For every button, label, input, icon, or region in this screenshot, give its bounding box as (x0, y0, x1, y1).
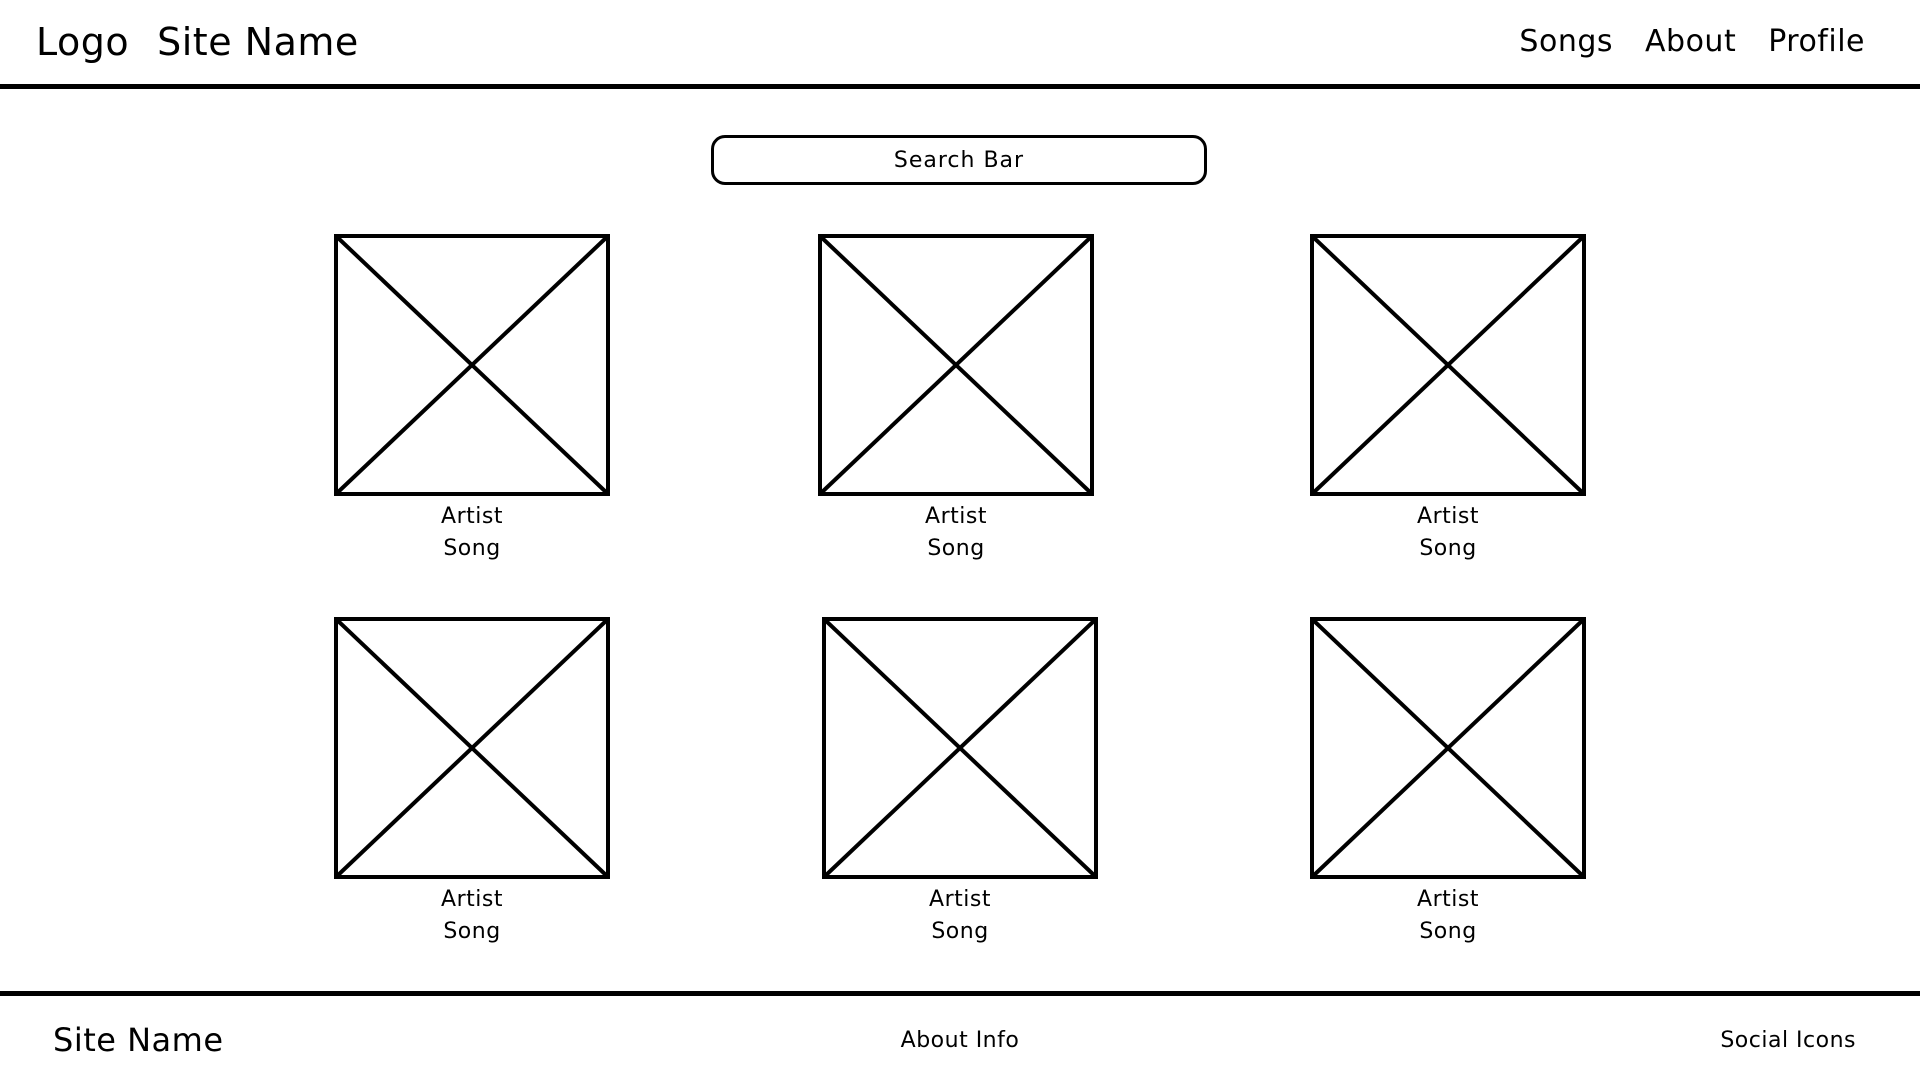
card-song: Song (931, 919, 989, 944)
card-song: Song (443, 919, 501, 944)
search-input[interactable] (714, 137, 1204, 183)
nav-about[interactable]: About (1645, 24, 1737, 59)
song-card[interactable]: Artist Song (818, 234, 1094, 566)
image-placeholder-icon[interactable] (818, 234, 1094, 496)
nav-songs[interactable]: Songs (1519, 24, 1614, 59)
song-card[interactable]: Artist Song (1310, 617, 1586, 949)
song-card[interactable]: Artist Song (334, 617, 610, 949)
logo[interactable]: Logo (36, 20, 130, 64)
song-card[interactable]: Artist Song (822, 617, 1098, 949)
footer-site-name[interactable]: Site Name (53, 1021, 224, 1059)
card-artist: Artist (441, 504, 503, 529)
card-artist: Artist (441, 887, 503, 912)
card-song: Song (443, 536, 501, 561)
song-card[interactable]: Artist Song (1310, 234, 1586, 566)
site-name[interactable]: Site Name (157, 20, 359, 64)
card-artist: Artist (925, 504, 987, 529)
card-artist: Artist (1417, 887, 1479, 912)
main-nav: Songs About Profile (1519, 20, 1865, 64)
card-song: Song (1419, 536, 1477, 561)
image-placeholder-icon[interactable] (334, 617, 610, 879)
card-artist: Artist (1417, 504, 1479, 529)
nav-profile[interactable]: Profile (1768, 24, 1865, 59)
footer-social-icons[interactable]: Social Icons (1720, 1028, 1856, 1053)
card-artist: Artist (929, 887, 991, 912)
brand: Logo Site Name (36, 18, 359, 66)
image-placeholder-icon[interactable] (1310, 234, 1586, 496)
card-song: Song (1419, 919, 1477, 944)
image-placeholder-icon[interactable] (334, 234, 610, 496)
footer: Site Name About Info Social Icons (0, 991, 1920, 1085)
image-placeholder-icon[interactable] (1310, 617, 1586, 879)
footer-about-info[interactable]: About Info (900, 1028, 1020, 1053)
header: Logo Site Name Songs About Profile (0, 0, 1920, 89)
search-bar[interactable] (711, 135, 1207, 185)
card-song: Song (927, 536, 985, 561)
image-placeholder-icon[interactable] (822, 617, 1098, 879)
song-card[interactable]: Artist Song (334, 234, 610, 566)
